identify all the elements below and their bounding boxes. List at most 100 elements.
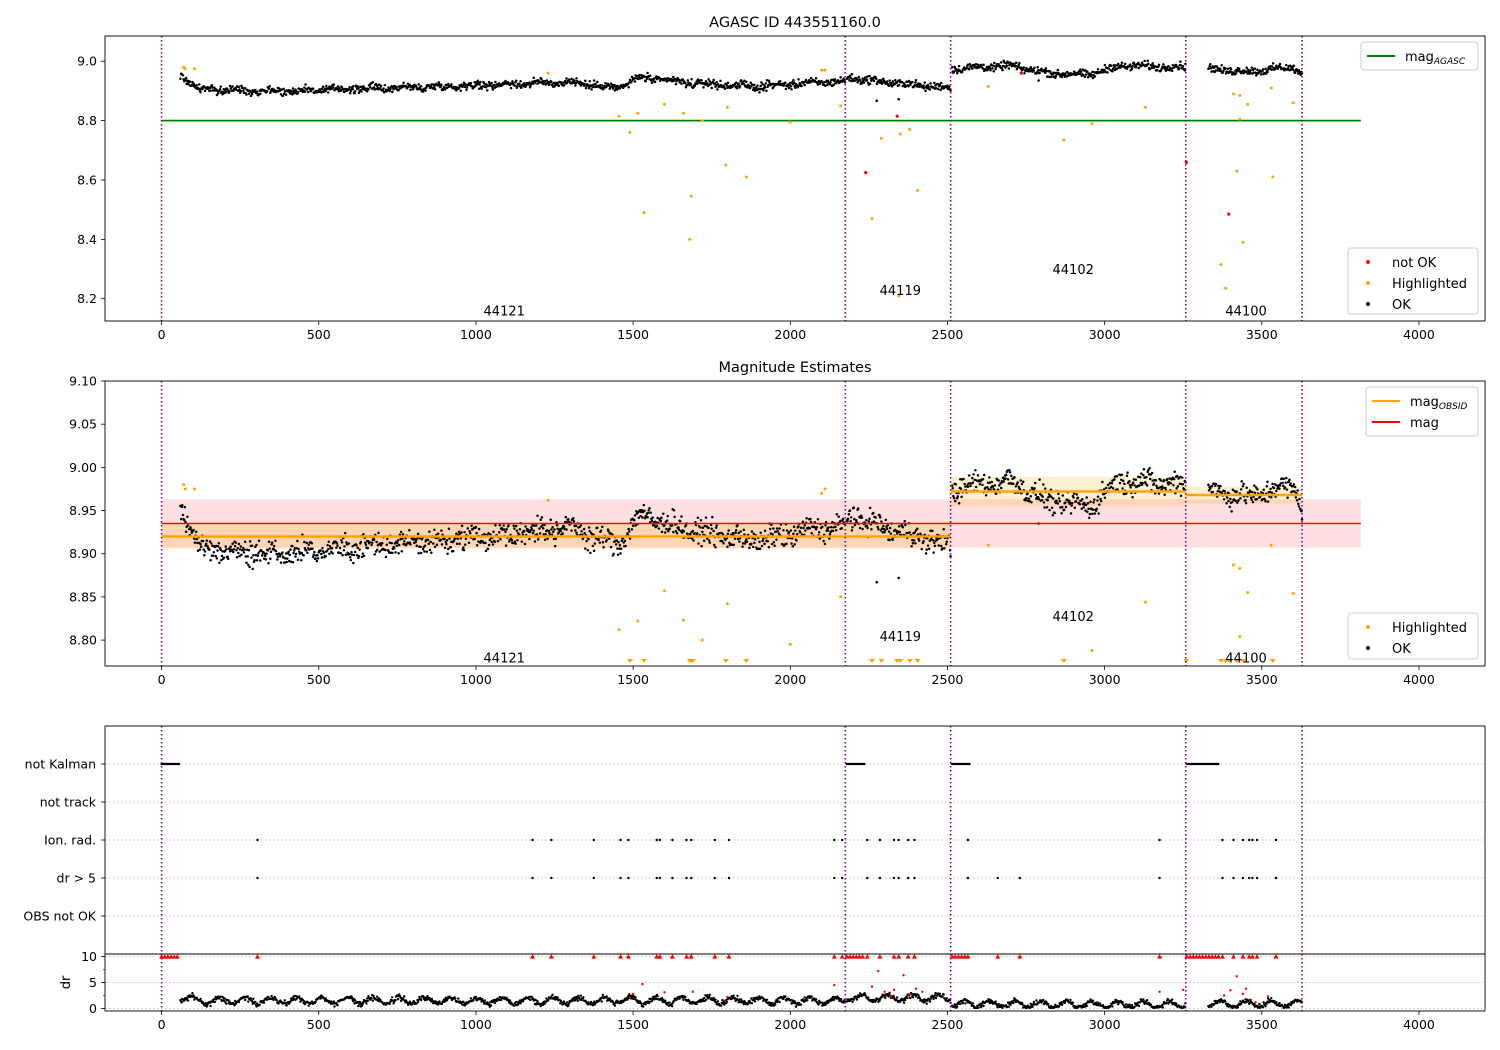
legend-box: [1365, 386, 1479, 437]
ok-point: [792, 81, 796, 84]
ok-point: [778, 79, 782, 83]
ok-point: [763, 529, 767, 532]
ok-point: [607, 84, 611, 87]
ok-point: [883, 528, 887, 532]
ok-point: [1065, 498, 1069, 502]
ok-point: [475, 544, 479, 547]
ok-point: [1054, 76, 1057, 79]
dr-ok-point: [186, 996, 189, 999]
ok-point: [1254, 74, 1258, 77]
ok-point: [433, 88, 437, 91]
highlighted-point: [636, 619, 640, 623]
ok-point: [384, 548, 387, 552]
ok-point: [840, 526, 844, 530]
ok-point: [300, 551, 304, 555]
ok-point: [579, 524, 583, 527]
ok-point: [762, 89, 765, 92]
ok-point: [650, 519, 654, 523]
ok-point: [336, 544, 339, 547]
ok-point: [692, 539, 695, 542]
ok-point: [612, 85, 615, 89]
dr-ok-point: [534, 998, 537, 1002]
flag-point: [913, 876, 916, 880]
ok-point: [1030, 501, 1033, 504]
ok-point: [530, 526, 533, 529]
ok-point: [832, 525, 835, 529]
dr-ok-point: [371, 999, 374, 1002]
ok-point: [857, 75, 861, 79]
ok-point: [702, 539, 706, 543]
flag-point: [897, 876, 900, 880]
ok-point: [1167, 483, 1170, 486]
ok-point: [914, 79, 918, 82]
dr-ok-point: [823, 1001, 826, 1004]
ok-point: [926, 83, 930, 87]
ok-point: [1028, 70, 1032, 73]
ok-point: [574, 524, 578, 528]
ok-point: [1151, 61, 1154, 65]
ok-point: [281, 94, 285, 97]
dr-ok-point: [403, 995, 406, 998]
ok-point: [966, 63, 970, 66]
ok-point: [195, 83, 199, 87]
ok-point: [340, 86, 344, 89]
ok-point: [826, 83, 829, 86]
highlighted-point: [1269, 543, 1273, 547]
ok-point: [653, 80, 657, 84]
ok-point: [452, 549, 455, 553]
ok-point: [1239, 488, 1243, 491]
ok-point: [1297, 502, 1300, 505]
ok-point: [433, 528, 436, 531]
ok-point: [348, 552, 351, 556]
ok-point: [866, 526, 869, 530]
ok-point: [1275, 489, 1278, 493]
ok-point: [1144, 482, 1148, 485]
ok-point: [462, 548, 466, 552]
flag-row-label: not track: [40, 795, 97, 810]
x-tick-label: 3000: [1089, 327, 1121, 342]
ok-point: [196, 549, 200, 553]
ok-point: [549, 518, 552, 522]
ok-point: [619, 547, 623, 551]
ok-point: [963, 482, 966, 486]
ok-point: [964, 485, 967, 488]
ok-point: [670, 524, 674, 527]
ok-point: [721, 533, 725, 536]
ok-point: [616, 87, 620, 90]
ok-point: [1270, 491, 1274, 494]
ok-point: [440, 543, 444, 546]
ok-point: [965, 66, 968, 70]
ok-point: [211, 544, 214, 547]
ok-point: [247, 92, 251, 96]
ok-point: [602, 545, 605, 549]
ok-point: [883, 531, 886, 534]
ok-point: [942, 527, 945, 531]
ok-point: [1179, 60, 1182, 63]
ok-point: [1086, 501, 1090, 505]
ok-point: [1269, 487, 1272, 491]
ok-point: [375, 540, 378, 544]
ok-point: [714, 526, 718, 529]
highlighted-point: [1235, 169, 1239, 173]
ok-point: [540, 516, 544, 519]
ok-point: [880, 527, 884, 530]
ok-point: [978, 482, 982, 486]
ok-point: [305, 541, 309, 545]
ok-point: [580, 530, 583, 533]
ok-point: [750, 542, 753, 546]
dr-ok-point: [642, 1005, 645, 1008]
ok-point: [460, 524, 464, 528]
ok-point: [1151, 479, 1154, 482]
highlighted-point: [986, 85, 990, 88]
dr-ok-point: [591, 1004, 595, 1007]
ok-point: [1157, 492, 1161, 495]
ok-point: [1148, 467, 1151, 470]
ok-point: [267, 87, 271, 90]
ok-point: [828, 82, 832, 86]
off-scale-markers: [626, 659, 1276, 663]
ok-point: [758, 540, 761, 544]
ok-point: [1073, 71, 1077, 74]
ok-point: [988, 476, 991, 479]
ok-point: [741, 542, 745, 545]
